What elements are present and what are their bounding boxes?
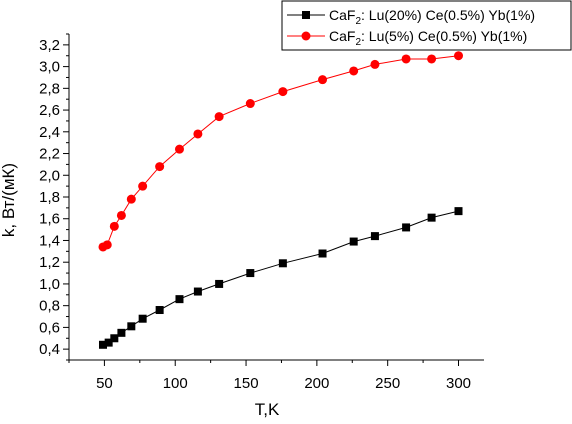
series-1 xyxy=(98,207,463,349)
data-point-square xyxy=(349,237,358,246)
data-point-square xyxy=(104,338,113,347)
data-point-circle xyxy=(349,66,359,76)
data-point-square xyxy=(454,207,463,216)
y-tick-label: 1,2 xyxy=(39,254,60,271)
x-axis-title: T,K xyxy=(255,400,280,419)
y-tick-label: 1,8 xyxy=(39,189,60,206)
y-tick-label: 0,4 xyxy=(39,341,60,358)
data-point-square xyxy=(318,249,327,258)
data-point-square xyxy=(98,340,107,349)
y-tick-label: 2,2 xyxy=(39,146,60,163)
x-tick-label: 150 xyxy=(234,375,259,392)
y-tick-label: 2,6 xyxy=(39,102,60,119)
data-point-square xyxy=(127,322,136,331)
x-tick-label: 250 xyxy=(375,375,400,392)
legend-marker-square xyxy=(302,11,310,19)
legend-entry-2: CaF2: Lu(5%) Ce(0.5%) Yb(1%) xyxy=(287,28,527,48)
y-tick-label: 3,2 xyxy=(39,37,60,54)
data-point-circle xyxy=(193,129,203,139)
data-series xyxy=(98,51,464,349)
data-point-circle xyxy=(174,144,184,154)
data-point-circle xyxy=(318,75,328,85)
legend-label-2-sub: 2 xyxy=(355,37,361,48)
legend-label-1-main: CaF xyxy=(329,7,355,23)
x-tick-label: 200 xyxy=(304,375,329,392)
x-tick-label: 300 xyxy=(446,375,471,392)
data-point-circle xyxy=(370,59,380,69)
y-axis-title: k, Вт/(мК) xyxy=(0,163,18,237)
data-point-circle xyxy=(116,210,126,220)
y-tick-label: 1,0 xyxy=(39,276,60,293)
data-point-square xyxy=(155,306,164,315)
data-point-circle xyxy=(214,112,224,122)
data-point-square xyxy=(138,314,147,323)
legend-label-1: CaF2: Lu(20%) Ce(0.5%) Yb(1%) xyxy=(329,7,535,27)
data-point-circle xyxy=(102,240,112,250)
data-point-square xyxy=(215,279,224,288)
y-tick-label: 0,8 xyxy=(39,298,60,315)
legend-label-1-sub: 2 xyxy=(355,16,361,27)
legend-box xyxy=(281,0,572,51)
data-point-square xyxy=(278,259,287,268)
legend-marker-circle xyxy=(301,31,311,41)
x-tick-label: 100 xyxy=(163,375,188,392)
x-tick-label: 50 xyxy=(96,375,113,392)
legend-label-2-rest: : Lu(5%) Ce(0.5%) Yb(1%) xyxy=(361,28,527,44)
y-tick-label: 1,6 xyxy=(39,211,60,228)
y-tick-label: 2,8 xyxy=(39,80,60,97)
legend-label-1-rest: : Lu(20%) Ce(0.5%) Yb(1%) xyxy=(361,7,535,23)
data-point-circle xyxy=(427,54,437,64)
data-point-square xyxy=(117,328,126,337)
data-point-circle xyxy=(155,162,165,172)
data-point-square xyxy=(402,223,411,232)
data-point-square xyxy=(193,287,202,296)
y-tick-label: 2,0 xyxy=(39,167,60,184)
legend-label-2: CaF2: Lu(5%) Ce(0.5%) Yb(1%) xyxy=(329,28,527,48)
legend-entry-1: CaF2: Lu(20%) Ce(0.5%) Yb(1%) xyxy=(287,7,535,27)
data-point-circle xyxy=(245,99,255,109)
data-point-square xyxy=(246,269,255,278)
data-point-circle xyxy=(109,221,119,231)
series-2 xyxy=(98,51,464,252)
y-tick-label: 3,0 xyxy=(39,59,60,76)
data-point-circle xyxy=(126,194,136,204)
legend: CaF2: Lu(20%) Ce(0.5%) Yb(1%) CaF2: Lu(5… xyxy=(281,0,572,51)
y-tick-label: 2,4 xyxy=(39,124,60,141)
data-point-circle xyxy=(401,54,411,64)
data-point-square xyxy=(175,295,184,304)
series-line xyxy=(102,55,459,248)
data-point-circle xyxy=(454,51,464,61)
data-point-square xyxy=(110,334,119,343)
axes: 50 100 150 200 250 300 0,4 0,6 0,8 1,0 1,2 1,4 1,6 1,… xyxy=(39,33,484,392)
y-tick-label: 1,4 xyxy=(39,232,60,249)
legend-label-2-main: CaF xyxy=(329,28,355,44)
data-point-circle xyxy=(138,181,148,191)
y-tick-label: 0,6 xyxy=(39,319,60,336)
data-point-circle xyxy=(278,87,288,97)
data-point-square xyxy=(427,213,436,222)
data-point-square xyxy=(370,232,379,241)
